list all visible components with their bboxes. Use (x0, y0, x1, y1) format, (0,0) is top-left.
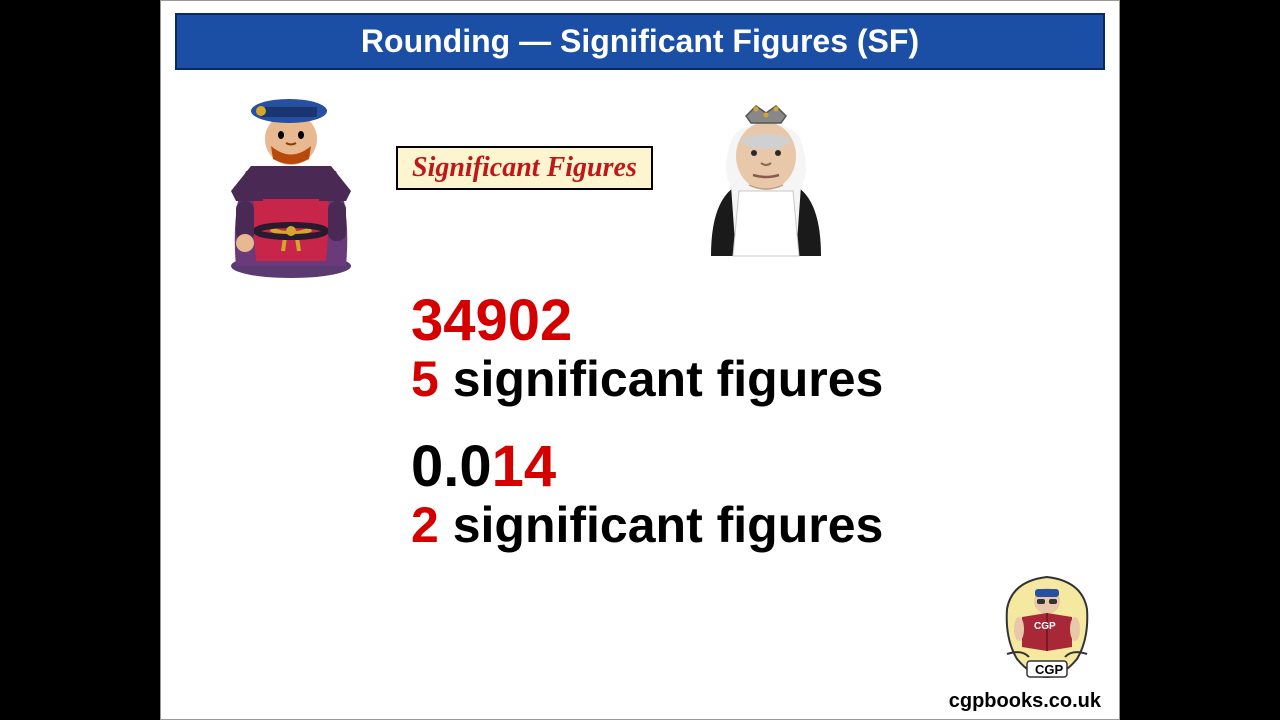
example1-label: significant figures (439, 351, 884, 407)
title-bar: Rounding — Significant Figures (SF) (175, 13, 1105, 70)
figures-row: Significant Figures (161, 91, 1119, 281)
example2-sig: 14 (492, 434, 557, 499)
example1-number: 34902 (411, 291, 883, 352)
svg-text:CGP: CGP (1034, 621, 1056, 632)
example1-count: 5 (411, 351, 439, 407)
cgp-logo-icon: CGP CGP (987, 569, 1107, 689)
example2-label: significant figures (439, 497, 884, 553)
example2-prefix: 0.0 (411, 434, 492, 499)
page-title: Rounding — Significant Figures (SF) (361, 23, 919, 59)
slide: Rounding — Significant Figures (SF) (160, 0, 1120, 720)
example2-number: 0.014 (411, 437, 883, 498)
example2-count: 2 (411, 497, 439, 553)
example1-sf-line: 5 significant figures (411, 352, 883, 407)
url-text: cgpbooks.co.uk (949, 690, 1101, 713)
king-figure-icon (201, 91, 381, 281)
example2-sf-line: 2 significant figures (411, 498, 883, 553)
svg-text:CGP: CGP (1035, 662, 1064, 677)
significant-figures-label: Significant Figures (396, 146, 653, 190)
queen-figure-icon (681, 91, 851, 261)
content-area: 34902 5 significant figures 0.014 2 sign… (411, 291, 883, 553)
